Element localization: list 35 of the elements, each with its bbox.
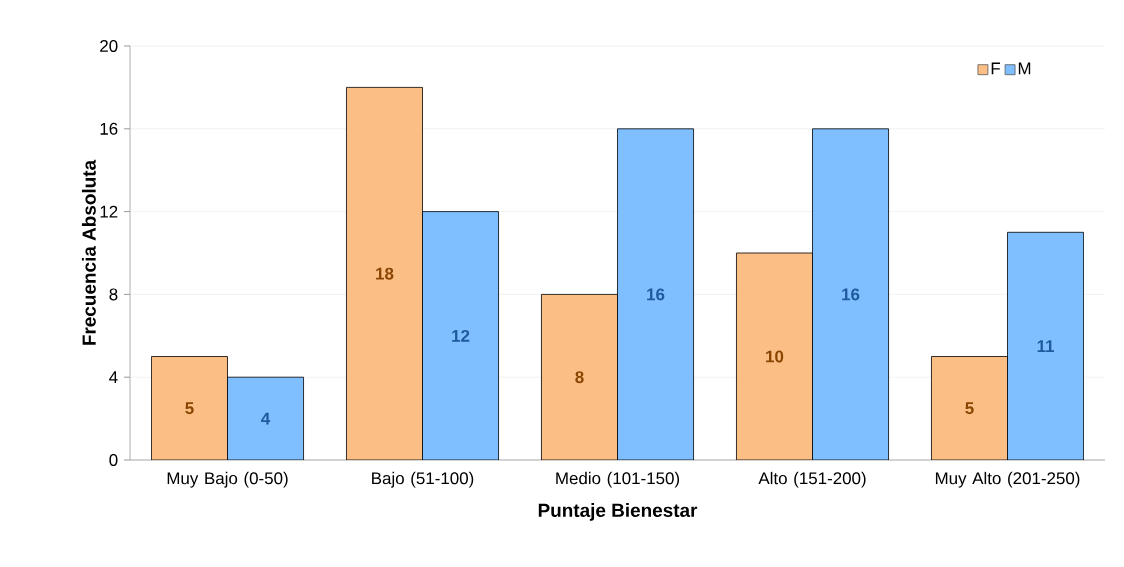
data-label: 5 [965, 402, 974, 415]
bar [422, 211, 499, 460]
bar [931, 356, 1008, 460]
y-tick-label: 4 [109, 371, 118, 384]
legend-label: F [991, 62, 1000, 75]
x-tick-label: Medio (101-150) [556, 471, 680, 488]
data-label: 11 [1037, 340, 1055, 352]
bar [812, 128, 889, 460]
y-tick-label: 8 [109, 288, 118, 301]
y-tick-label: 0 [109, 454, 118, 466]
x-tick-label: Muy Bajo (0-50) [167, 471, 288, 488]
x-tick-label: Bajo (51-100) [372, 471, 474, 488]
bar [346, 86, 423, 460]
bar [151, 356, 228, 460]
bar [541, 294, 618, 460]
y-tick-label: 20 [100, 40, 118, 52]
bar [227, 376, 304, 460]
data-label: 16 [842, 288, 860, 301]
data-label: 8 [575, 371, 584, 384]
y-axis-title: Frecuencia Absoluta [81, 159, 96, 345]
legend-label: M [1018, 62, 1031, 75]
data-label: 18 [376, 267, 394, 280]
bar [617, 128, 694, 460]
bar [1007, 231, 1084, 460]
y-tick-label: 16 [100, 122, 118, 135]
data-label: 12 [452, 329, 470, 342]
data-label: 16 [647, 288, 665, 301]
x-tick-label: Muy Alto (201-250) [935, 471, 1080, 488]
data-label: 10 [766, 350, 784, 363]
y-tick-label: 12 [100, 205, 118, 218]
data-label: 5 [185, 402, 194, 415]
bar [736, 252, 813, 460]
x-axis-title: Puntaje Bienestar [538, 503, 698, 521]
x-tick-label: Alto (151-200) [758, 471, 866, 488]
data-label: 4 [261, 412, 271, 425]
